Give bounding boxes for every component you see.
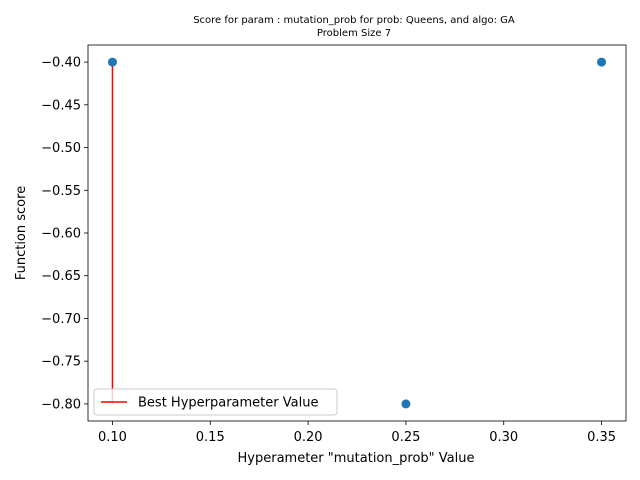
chart-title: Score for param : mutation_prob for prob…	[193, 15, 515, 26]
y-tick-label: −0.80	[41, 397, 81, 412]
scatter-point-2	[401, 399, 411, 409]
x-axis-ticks: 0.10 0.15 0.20 0.25 0.30 0.35	[98, 421, 616, 445]
y-tick-label: −0.75	[41, 355, 81, 370]
x-tick-label: 0.20	[294, 430, 323, 445]
x-tick-label: 0.30	[489, 430, 518, 445]
chart-subtitle: Problem Size 7	[317, 28, 391, 39]
scatter-point-1	[107, 57, 117, 67]
legend: Best Hyperparameter Value	[93, 388, 338, 416]
y-tick-label: −0.70	[41, 312, 81, 327]
y-tick-label: −0.40	[41, 56, 81, 71]
x-tick-label: 0.15	[196, 430, 225, 445]
y-axis-label: Function score	[14, 186, 29, 280]
y-tick-label: −0.45	[41, 98, 81, 113]
y-tick-label: −0.60	[41, 227, 81, 242]
scatter-point-3	[597, 57, 607, 67]
x-axis-label: Hyperameter "mutation_prob" Value	[238, 451, 475, 466]
x-tick-label: 0.25	[391, 430, 420, 445]
legend-label-best: Best Hyperparameter Value	[138, 396, 318, 411]
x-tick-label: 0.10	[98, 430, 127, 445]
x-tick-label: 0.35	[587, 430, 616, 445]
y-axis-ticks: −0.40 −0.45 −0.50 −0.55 −0.60 −0.65 −0.70 −0.75…	[41, 56, 88, 412]
legend-box	[93, 388, 338, 416]
y-tick-label: −0.65	[41, 269, 81, 284]
y-tick-label: −0.50	[41, 141, 81, 156]
y-tick-label: −0.55	[41, 184, 81, 199]
